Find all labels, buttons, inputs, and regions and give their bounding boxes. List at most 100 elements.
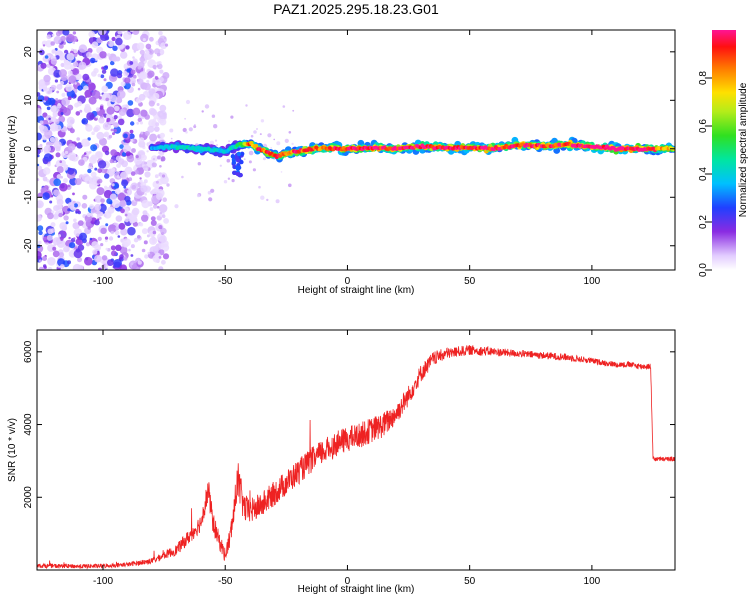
spectrogram-noise-blob xyxy=(139,121,143,125)
spectrogram-noise-blob xyxy=(97,168,103,174)
spectrogram-noise-blob xyxy=(121,151,127,157)
spectrogram-noise-blob xyxy=(130,254,134,257)
spectrogram-noise-blob xyxy=(125,151,131,157)
spectrogram-noise-blob xyxy=(142,38,146,42)
spectrogram-noise-blob xyxy=(284,138,289,143)
colorbar-tick-label: 0.2 xyxy=(698,215,709,229)
spectrogram-noise-blob xyxy=(149,236,158,245)
spectrogram-noise-blob xyxy=(137,65,142,70)
spectrogram-noise-blob xyxy=(105,97,109,102)
spectrogram-noise-blob xyxy=(55,152,61,158)
spectrogram-noise-blob xyxy=(113,259,122,268)
spectrogram-noise-blob xyxy=(62,30,70,36)
spectrogram-signal-layer xyxy=(148,136,675,178)
spectrogram-noise-blob xyxy=(76,101,83,107)
spectrogram-noise-blob xyxy=(85,124,93,132)
spectrogram-noise-blob xyxy=(119,44,124,49)
spectrogram-y-axis-label: Frequency (Hz) xyxy=(7,116,18,185)
spectrogram-noise-blob xyxy=(101,255,108,261)
colorbar-ticks: 0.0 0.2 0.4 0.6 0.8 xyxy=(698,71,712,277)
spectrogram-noise-blob xyxy=(162,72,170,79)
spectrogram-noise-blob xyxy=(139,49,145,55)
spectrogram-noise-blob xyxy=(106,198,113,205)
spectrogram-noise-blob xyxy=(103,214,107,217)
spectrogram-noise-blob xyxy=(37,107,42,115)
spectrogram-noise-blob xyxy=(43,167,51,175)
spectrogram-noise-blob xyxy=(73,49,78,54)
spectrogram-noise-blob xyxy=(131,148,136,153)
spectrogram-noise-blob xyxy=(114,188,121,195)
spectrogram-noise-blob xyxy=(90,144,98,152)
spectrogram-noise-blob xyxy=(147,70,155,78)
spectrogram-noise-blob xyxy=(47,267,53,270)
spectrogram-noise-blob xyxy=(214,139,218,142)
spectrogram-noise-blob xyxy=(60,264,65,269)
spectrogram-noise-blob xyxy=(155,180,159,184)
spectrogram-noise-blob xyxy=(47,212,54,220)
spectrogram-x-tick-label: 100 xyxy=(584,276,601,287)
spectrogram-noise-blob xyxy=(131,184,136,190)
spectrogram-noise-blob xyxy=(51,49,56,54)
spectrogram-noise-blob xyxy=(37,132,42,141)
spectrogram-noise-blob xyxy=(126,190,130,194)
spectrogram-noise-blob xyxy=(130,244,135,249)
spectrogram-noise-blob xyxy=(91,41,99,48)
spectrogram-noise-blob xyxy=(174,204,179,209)
spectrogram-noise-blob xyxy=(188,127,193,132)
spectrogram-noise-blob xyxy=(73,203,78,208)
spectrogram-noise-blob xyxy=(113,160,117,163)
spectrogram-noise-blob xyxy=(61,92,66,97)
spectrogram-noise-blob xyxy=(156,205,160,209)
spectrogram-noise-blob xyxy=(66,116,75,125)
spectrogram-noise-blob xyxy=(51,33,55,37)
spectrogram-noise-blob xyxy=(118,222,126,230)
spectrogram-noise-blob xyxy=(256,128,258,130)
spectrogram-noise-blob xyxy=(138,93,146,101)
spectrogram-noise-blob xyxy=(141,228,148,235)
spectrogram-noise-blob xyxy=(63,215,69,221)
spectrogram-noise-blob xyxy=(101,69,107,74)
spectrogram-noise-blob xyxy=(160,227,167,235)
spectrogram-noise-blob xyxy=(96,151,103,158)
spectrogram-noise-blob xyxy=(128,214,138,224)
spectrogram-noise-blob xyxy=(87,137,91,141)
spectrogram-noise-blob xyxy=(280,171,283,173)
spectrogram-noise-blob xyxy=(63,166,68,171)
spectrogram-noise-blob xyxy=(37,225,44,232)
spectrogram-noise-blob xyxy=(128,248,131,252)
spectrogram-noise-blob xyxy=(128,133,135,140)
spectrogram-noise-blob xyxy=(72,41,76,45)
spectrogram-noise-blob xyxy=(273,138,276,141)
snr-y-tick-label: 4000 xyxy=(23,413,34,436)
spectrogram-noise-blob xyxy=(144,254,149,259)
spectrogram-noise-blob xyxy=(42,112,48,118)
spectrogram-noise-blob xyxy=(48,117,51,121)
spectrogram-noise-blob xyxy=(67,202,75,209)
spectrogram-noise-blob xyxy=(126,108,135,118)
spectrogram-noise-blob xyxy=(156,192,163,200)
spectrogram-noise-blob xyxy=(115,226,120,231)
spectrogram-noise-blob xyxy=(89,204,95,210)
spectrogram-noise-blob xyxy=(144,161,148,165)
spectrogram-noise-blob xyxy=(210,188,215,193)
spectrogram-noise-blob xyxy=(109,94,118,103)
spectrogram-noise-blob xyxy=(99,137,107,146)
spectrogram-signal-mark xyxy=(236,151,241,157)
colorbar-tick-label: 0.0 xyxy=(698,263,709,277)
spectrogram-y-ticks: -20 -10 0 10 20 xyxy=(23,46,675,253)
spectrogram-noise-blob xyxy=(100,74,105,79)
spectrogram-noise-blob xyxy=(243,158,246,161)
spectrogram-noise-blob xyxy=(67,143,76,151)
spectrogram-noise-blob xyxy=(78,44,88,53)
spectrogram-noise-blob xyxy=(60,35,66,42)
spectrogram-noise-blob xyxy=(125,45,130,50)
spectrogram-noise-blob xyxy=(147,251,150,255)
spectrogram-noise-blob xyxy=(82,194,88,200)
spectrogram-noise-blob xyxy=(87,82,96,91)
spectrogram-noise-blob xyxy=(103,78,107,82)
spectrogram-noise-blob xyxy=(288,183,292,188)
spectrogram-noise-blob xyxy=(45,87,53,95)
spectrogram-noise-blob xyxy=(83,85,89,91)
spectrogram-noise-blob xyxy=(129,61,134,65)
spectrogram-noise-blob xyxy=(58,115,66,123)
